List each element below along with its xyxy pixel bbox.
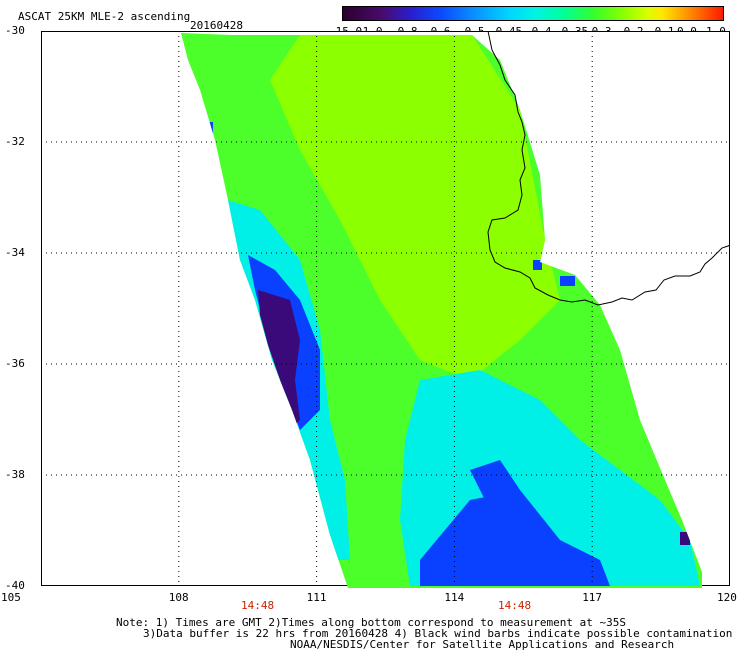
blue-spot (560, 276, 575, 286)
footer-credit: NOAA/NESDIS/Center for Satellite Applica… (290, 638, 675, 651)
longitude-tick-label: 108 (168, 591, 189, 604)
blue-south-region (420, 490, 610, 586)
longitude-tick-label: 120 (717, 591, 737, 604)
purple-west-region (258, 290, 300, 428)
footer-note-line2: 3)Data buffer is 22 hrs from 20160428 4)… (143, 627, 733, 640)
latitude-tick-label: -40 (5, 579, 25, 592)
purple-spot (680, 532, 690, 545)
latitude-tick-label: -30 (5, 24, 25, 37)
blue-south-patch (470, 460, 520, 510)
lime-region (270, 35, 560, 380)
blue-spot (205, 122, 213, 134)
latitude-tick-label: -34 (5, 246, 25, 259)
time-label-left: 14:48 (241, 599, 275, 612)
title-text: ASCAT 25KM MLE-2 ascending (18, 10, 191, 23)
longitude-tick-label: 114 (444, 591, 465, 604)
latitude-tick-label: -38 (5, 468, 25, 481)
color-scale-bar (342, 6, 724, 21)
time-label-right: 14:48 (498, 599, 532, 612)
blue-spot (533, 260, 542, 270)
longitude-tick-label: 111 (306, 591, 327, 604)
latitude-tick-label: -36 (5, 357, 25, 370)
coastline (487, 30, 731, 306)
date-text: 20160428 (190, 19, 243, 32)
longitude-tick-label: 105 (1, 591, 21, 604)
swath-regions (205, 35, 700, 586)
longitude-tick-label: 117 (582, 591, 603, 604)
latitude-tick-label: -32 (5, 135, 25, 148)
footer-note-line1: Note: 1) Times are GMT 2)Times along bot… (116, 616, 626, 629)
